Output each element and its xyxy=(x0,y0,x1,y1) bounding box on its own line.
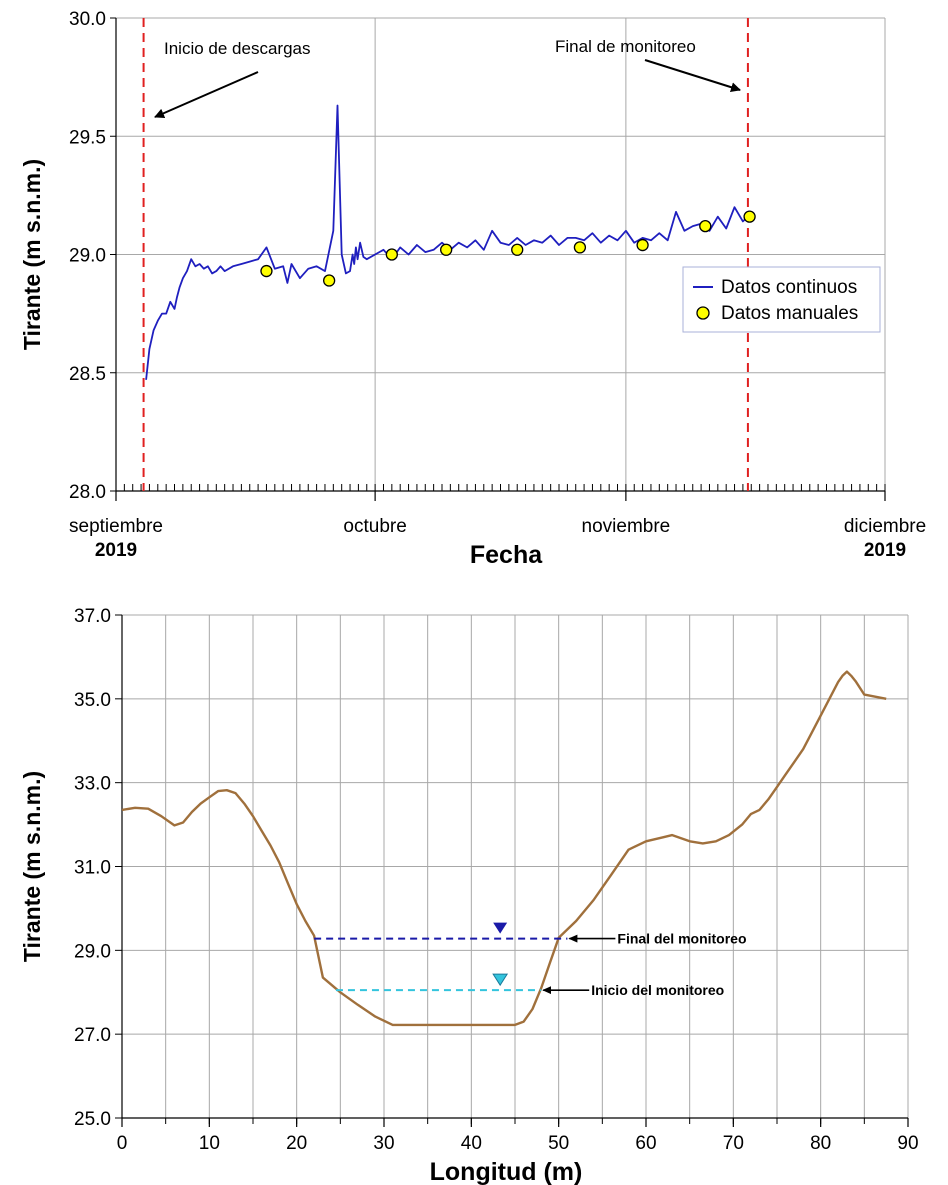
water-level-triangle-icon xyxy=(493,922,508,934)
x-tick-label: noviembre xyxy=(582,516,671,537)
x-tick-label: 0 xyxy=(117,1133,128,1154)
terrain-profile-line xyxy=(121,670,887,1027)
water-level-triangle-icon xyxy=(492,973,509,987)
y-tick-label: 29.5 xyxy=(69,127,106,148)
manual-data-point xyxy=(743,210,756,223)
y-tick-label: 28.0 xyxy=(69,482,106,503)
y-tick-label: 31.0 xyxy=(74,858,111,879)
annotation-end-text: Final de monitoreo xyxy=(555,37,696,56)
x-tick-label: diciembre xyxy=(844,516,926,537)
legend-box xyxy=(682,266,881,333)
y-tick-label: 25.0 xyxy=(74,1109,111,1130)
legend-point-swatch xyxy=(696,306,710,320)
x-tick-label: 80 xyxy=(810,1133,831,1154)
x-tick-label: 30 xyxy=(373,1133,394,1154)
x-tick-label: 90 xyxy=(897,1133,918,1154)
x-tick-label: octubre xyxy=(343,516,406,537)
y-tick-label: 27.0 xyxy=(74,1025,111,1046)
x-tick-label: 60 xyxy=(635,1133,656,1154)
x-tick-label: 20 xyxy=(286,1133,307,1154)
x-axis-title: Longitud (m) xyxy=(430,1158,583,1185)
x-tick-label: 10 xyxy=(199,1133,220,1154)
y-tick-label: 29.0 xyxy=(74,941,111,962)
x-tick-label: septiembre xyxy=(69,516,163,537)
start-monitoring-level-label: Inicio del monitoreo xyxy=(591,982,724,998)
final-monitoring-level-label: Final del monitoreo xyxy=(617,931,746,947)
annotation-start-arrow xyxy=(154,71,259,118)
manual-data-point xyxy=(636,238,649,252)
x-tick-year: 2019 xyxy=(864,540,906,561)
manual-data-point xyxy=(573,241,587,254)
series-datos-continuos xyxy=(145,104,749,380)
legend-label-continuous: Datos continuos xyxy=(721,277,857,298)
x-tick-label: 50 xyxy=(548,1133,569,1154)
y-axis-title: Tirante (m s.n.m.) xyxy=(19,771,45,962)
annotation-start-text: Inicio de descargas xyxy=(164,39,310,58)
manual-data-point xyxy=(511,243,524,256)
legend-label-manual: Datos manuales xyxy=(721,303,858,324)
x-tick-year: 2019 xyxy=(95,540,137,561)
y-tick-label: 37.0 xyxy=(74,606,111,627)
water-level-time-chart: 28.0 28.5 29.0 29.5 30.0 septiembre 2019 octubr… xyxy=(19,9,926,569)
manual-data-point xyxy=(322,274,336,287)
y-axis-title: Tirante (m s.n.m.) xyxy=(19,159,45,350)
manual-data-point xyxy=(260,264,273,278)
y-tick-label: 35.0 xyxy=(74,690,111,711)
x-axis-title: Fecha xyxy=(470,541,543,569)
manual-data-point xyxy=(699,219,712,233)
y-tick-label: 30.0 xyxy=(69,9,106,30)
x-tick-label: 70 xyxy=(723,1133,744,1154)
y-tick-label: 29.0 xyxy=(69,246,106,267)
annotation-end-arrow xyxy=(644,59,741,93)
manual-data-point xyxy=(385,248,398,261)
manual-data-point xyxy=(440,243,453,256)
y-tick-label: 33.0 xyxy=(74,774,111,795)
y-tick-label: 28.5 xyxy=(69,364,106,385)
x-tick-label: 40 xyxy=(461,1133,482,1154)
cross-section-profile-chart: 0 10 20 30 40 50 60 70 80 90 25.0 27.0 29.0 31.0 33.0 3… xyxy=(19,606,919,1185)
